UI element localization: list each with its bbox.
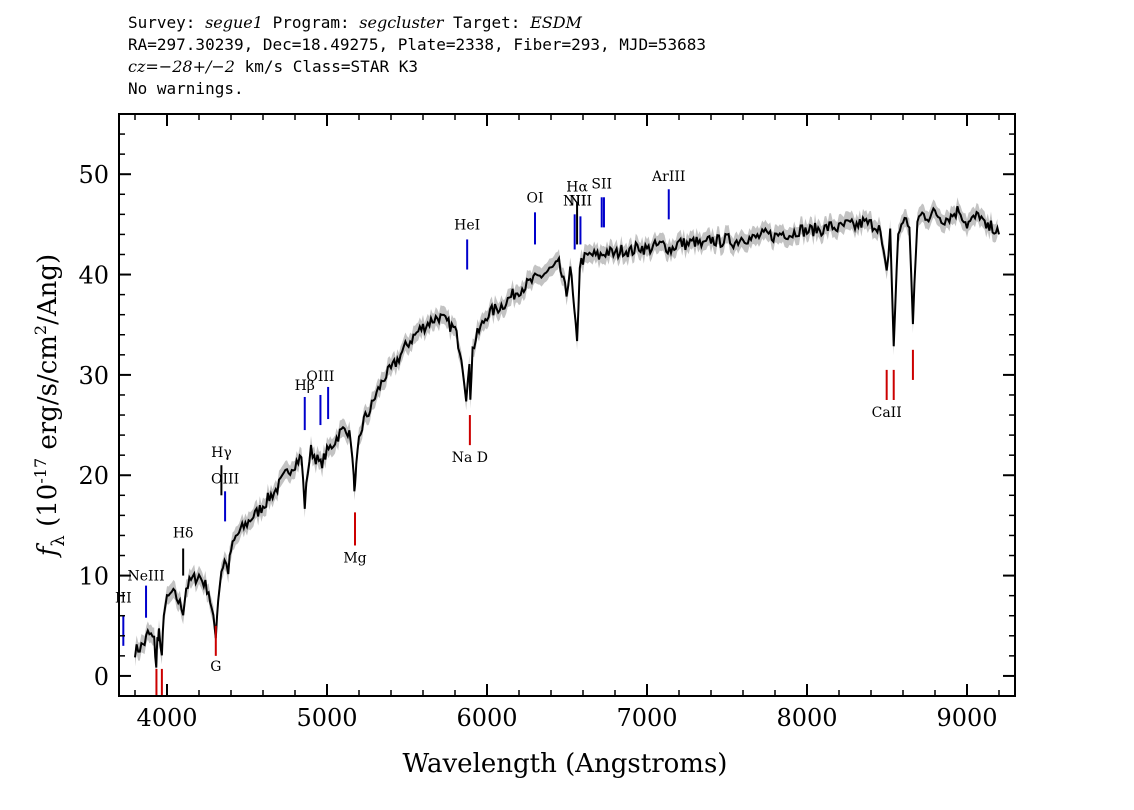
line-label-2: Hδ (173, 525, 194, 541)
y-tick-label: 50 (78, 161, 109, 189)
target-value: ESDM (530, 13, 582, 32)
y-tick-label: 20 (78, 462, 109, 490)
x-tick-label: 8000 (776, 704, 837, 732)
y-tick-label: 10 (78, 563, 109, 591)
line-label-12: OI (526, 190, 543, 206)
x-axis-title: Wavelength (Angstroms) (403, 749, 728, 779)
survey-value: segue1 (205, 13, 263, 32)
line-label-5: OIII (211, 471, 239, 487)
x-tick-label: 7000 (616, 704, 677, 732)
header-line-redshift: cz=−28+/−2 km/s Class=STAR K3 (128, 56, 706, 78)
y-tick-label: 0 (94, 663, 109, 691)
line-label-9: Mg (343, 551, 366, 567)
cz-label: cz= (128, 57, 159, 76)
x-tick-label: 4000 (136, 704, 197, 732)
program-value: segcluster (359, 13, 444, 32)
line-label-10: Na D (452, 450, 488, 466)
line-label-13: NII (563, 193, 586, 209)
line-label-6: Hβ (295, 378, 315, 394)
spectrum-error-band (135, 197, 998, 677)
line-label-16: SII (591, 176, 612, 192)
line-label-7: OIII (306, 369, 334, 385)
line-label-0: III (115, 591, 132, 607)
cz-unit-class: km/s Class=STAR K3 (234, 57, 418, 76)
header-line-warnings: No warnings. (128, 79, 244, 98)
header-line-coordinates: RA=297.30239, Dec=18.49275, Plate=2338, … (128, 35, 706, 54)
line-label-3: G (210, 659, 221, 675)
spectrum-line (134, 206, 1000, 668)
target-label: Target: (453, 13, 521, 32)
line-label-15: NII (569, 193, 592, 209)
program-label: Program: (272, 13, 350, 32)
x-tick-label: 5000 (296, 704, 357, 732)
plot-frame (118, 113, 1016, 697)
header-line-survey: Survey: segue1 Program: segcluster Targe… (128, 12, 706, 34)
y-axis-title: fλ (10-17 erg/s/cm2/Ang) (31, 254, 69, 558)
y-tick-label: 30 (78, 362, 109, 390)
survey-label: Survey: (128, 13, 196, 32)
x-tick-label: 9000 (936, 704, 997, 732)
spectrum-header: Survey: segue1 Program: segcluster Targe… (128, 12, 706, 100)
line-label-11: HeI (454, 217, 480, 233)
line-label-1: NeIII (127, 569, 164, 585)
y-tick-label: 40 (78, 262, 109, 290)
line-label-18: ArIII (651, 169, 685, 185)
x-tick-label: 6000 (456, 704, 517, 732)
line-label-4: Hγ (211, 445, 232, 461)
cz-value: −28+/−2 (158, 57, 235, 76)
line-label-14: Hα (566, 179, 588, 195)
line-label-19: CaII (872, 405, 902, 421)
